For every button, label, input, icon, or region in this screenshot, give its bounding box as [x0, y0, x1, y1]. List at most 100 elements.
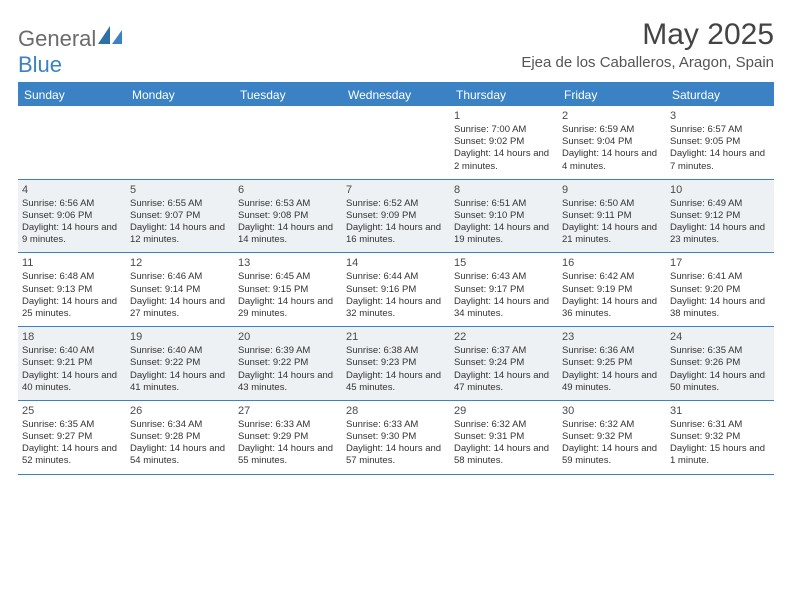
sunrise-text: Sunrise: 6:56 AM	[22, 198, 122, 210]
dow-cell: Friday	[558, 84, 666, 106]
day-of-week-header: SundayMondayTuesdayWednesdayThursdayFrid…	[18, 84, 774, 106]
daylight-text: Daylight: 14 hours and 19 minutes.	[454, 222, 554, 246]
sunset-text: Sunset: 9:07 PM	[130, 210, 230, 222]
brand-gray: General	[18, 26, 96, 51]
sunset-text: Sunset: 9:28 PM	[130, 431, 230, 443]
sunrise-text: Sunrise: 6:33 AM	[238, 419, 338, 431]
sunrise-text: Sunrise: 6:51 AM	[454, 198, 554, 210]
day-cell: 21Sunrise: 6:38 AMSunset: 9:23 PMDayligh…	[342, 327, 450, 400]
sunrise-text: Sunrise: 6:31 AM	[670, 419, 770, 431]
day-details: Sunrise: 6:43 AMSunset: 9:17 PMDaylight:…	[454, 271, 554, 320]
sunset-text: Sunset: 9:30 PM	[346, 431, 446, 443]
sunset-text: Sunset: 9:14 PM	[130, 284, 230, 296]
day-cell: 23Sunrise: 6:36 AMSunset: 9:25 PMDayligh…	[558, 327, 666, 400]
brand-text: General Blue	[18, 24, 124, 78]
week-row: 11Sunrise: 6:48 AMSunset: 9:13 PMDayligh…	[18, 253, 774, 327]
weeks-container: 1Sunrise: 7:00 AMSunset: 9:02 PMDaylight…	[18, 106, 774, 475]
sunset-text: Sunset: 9:26 PM	[670, 357, 770, 369]
day-cell	[18, 106, 126, 179]
sunset-text: Sunset: 9:20 PM	[670, 284, 770, 296]
day-number: 28	[346, 404, 446, 418]
day-cell: 24Sunrise: 6:35 AMSunset: 9:26 PMDayligh…	[666, 327, 774, 400]
brand-blue: Blue	[18, 52, 62, 77]
day-cell: 30Sunrise: 6:32 AMSunset: 9:32 PMDayligh…	[558, 401, 666, 474]
day-details: Sunrise: 6:53 AMSunset: 9:08 PMDaylight:…	[238, 198, 338, 247]
sunset-text: Sunset: 9:05 PM	[670, 136, 770, 148]
sunrise-text: Sunrise: 6:32 AM	[454, 419, 554, 431]
day-cell: 2Sunrise: 6:59 AMSunset: 9:04 PMDaylight…	[558, 106, 666, 179]
daylight-text: Daylight: 14 hours and 12 minutes.	[130, 222, 230, 246]
month-title: May 2025	[521, 18, 774, 52]
day-number: 31	[670, 404, 770, 418]
sunset-text: Sunset: 9:32 PM	[670, 431, 770, 443]
sunset-text: Sunset: 9:12 PM	[670, 210, 770, 222]
sunset-text: Sunset: 9:04 PM	[562, 136, 662, 148]
title-block: May 2025 Ejea de los Caballeros, Aragon,…	[521, 18, 774, 71]
week-row: 1Sunrise: 7:00 AMSunset: 9:02 PMDaylight…	[18, 106, 774, 180]
daylight-text: Daylight: 14 hours and 34 minutes.	[454, 296, 554, 320]
day-details: Sunrise: 6:52 AMSunset: 9:09 PMDaylight:…	[346, 198, 446, 247]
sunrise-text: Sunrise: 6:41 AM	[670, 271, 770, 283]
day-number: 15	[454, 256, 554, 270]
sunset-text: Sunset: 9:25 PM	[562, 357, 662, 369]
sunrise-text: Sunrise: 6:33 AM	[346, 419, 446, 431]
day-cell: 22Sunrise: 6:37 AMSunset: 9:24 PMDayligh…	[450, 327, 558, 400]
day-cell: 13Sunrise: 6:45 AMSunset: 9:15 PMDayligh…	[234, 253, 342, 326]
day-number: 26	[130, 404, 230, 418]
daylight-text: Daylight: 14 hours and 55 minutes.	[238, 443, 338, 467]
sunset-text: Sunset: 9:08 PM	[238, 210, 338, 222]
day-details: Sunrise: 6:36 AMSunset: 9:25 PMDaylight:…	[562, 345, 662, 394]
sunrise-text: Sunrise: 6:38 AM	[346, 345, 446, 357]
day-details: Sunrise: 6:55 AMSunset: 9:07 PMDaylight:…	[130, 198, 230, 247]
daylight-text: Daylight: 14 hours and 58 minutes.	[454, 443, 554, 467]
sunrise-text: Sunrise: 6:46 AM	[130, 271, 230, 283]
day-details: Sunrise: 6:35 AMSunset: 9:27 PMDaylight:…	[22, 419, 122, 468]
daylight-text: Daylight: 14 hours and 36 minutes.	[562, 296, 662, 320]
daylight-text: Daylight: 14 hours and 38 minutes.	[670, 296, 770, 320]
day-details: Sunrise: 6:40 AMSunset: 9:22 PMDaylight:…	[130, 345, 230, 394]
day-cell: 29Sunrise: 6:32 AMSunset: 9:31 PMDayligh…	[450, 401, 558, 474]
sunset-text: Sunset: 9:09 PM	[346, 210, 446, 222]
day-cell: 15Sunrise: 6:43 AMSunset: 9:17 PMDayligh…	[450, 253, 558, 326]
day-details: Sunrise: 6:33 AMSunset: 9:30 PMDaylight:…	[346, 419, 446, 468]
sunrise-text: Sunrise: 6:45 AM	[238, 271, 338, 283]
sunset-text: Sunset: 9:22 PM	[130, 357, 230, 369]
day-number: 11	[22, 256, 122, 270]
day-details: Sunrise: 6:45 AMSunset: 9:15 PMDaylight:…	[238, 271, 338, 320]
daylight-text: Daylight: 14 hours and 45 minutes.	[346, 370, 446, 394]
day-number: 13	[238, 256, 338, 270]
day-cell: 28Sunrise: 6:33 AMSunset: 9:30 PMDayligh…	[342, 401, 450, 474]
sunrise-text: Sunrise: 6:53 AM	[238, 198, 338, 210]
day-details: Sunrise: 6:57 AMSunset: 9:05 PMDaylight:…	[670, 124, 770, 173]
daylight-text: Daylight: 14 hours and 47 minutes.	[454, 370, 554, 394]
day-cell: 6Sunrise: 6:53 AMSunset: 9:08 PMDaylight…	[234, 180, 342, 253]
day-number: 3	[670, 109, 770, 123]
day-details: Sunrise: 6:46 AMSunset: 9:14 PMDaylight:…	[130, 271, 230, 320]
sunset-text: Sunset: 9:19 PM	[562, 284, 662, 296]
day-number: 7	[346, 183, 446, 197]
calendar-grid: SundayMondayTuesdayWednesdayThursdayFrid…	[18, 82, 774, 475]
sunrise-text: Sunrise: 6:48 AM	[22, 271, 122, 283]
sunrise-text: Sunrise: 6:42 AM	[562, 271, 662, 283]
daylight-text: Daylight: 14 hours and 52 minutes.	[22, 443, 122, 467]
sunset-text: Sunset: 9:21 PM	[22, 357, 122, 369]
dow-cell: Thursday	[450, 84, 558, 106]
sunrise-text: Sunrise: 6:59 AM	[562, 124, 662, 136]
sunrise-text: Sunrise: 6:37 AM	[454, 345, 554, 357]
sunset-text: Sunset: 9:17 PM	[454, 284, 554, 296]
sunset-text: Sunset: 9:06 PM	[22, 210, 122, 222]
day-details: Sunrise: 6:41 AMSunset: 9:20 PMDaylight:…	[670, 271, 770, 320]
daylight-text: Daylight: 14 hours and 21 minutes.	[562, 222, 662, 246]
day-number: 16	[562, 256, 662, 270]
day-details: Sunrise: 6:56 AMSunset: 9:06 PMDaylight:…	[22, 198, 122, 247]
day-number: 25	[22, 404, 122, 418]
day-cell: 20Sunrise: 6:39 AMSunset: 9:22 PMDayligh…	[234, 327, 342, 400]
brand-sail-icon	[96, 24, 124, 46]
daylight-text: Daylight: 14 hours and 59 minutes.	[562, 443, 662, 467]
daylight-text: Daylight: 14 hours and 32 minutes.	[346, 296, 446, 320]
dow-cell: Wednesday	[342, 84, 450, 106]
day-details: Sunrise: 6:49 AMSunset: 9:12 PMDaylight:…	[670, 198, 770, 247]
day-cell	[342, 106, 450, 179]
header: General Blue May 2025 Ejea de los Caball…	[18, 18, 774, 78]
day-details: Sunrise: 6:33 AMSunset: 9:29 PMDaylight:…	[238, 419, 338, 468]
